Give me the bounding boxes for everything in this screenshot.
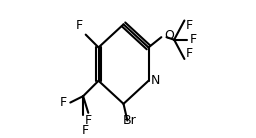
- Text: O: O: [164, 29, 174, 42]
- Text: F: F: [186, 47, 193, 60]
- Text: F: F: [85, 114, 92, 127]
- Text: N: N: [151, 74, 161, 87]
- Text: F: F: [76, 19, 83, 32]
- Text: Br: Br: [123, 114, 137, 127]
- Text: F: F: [189, 33, 197, 46]
- Text: F: F: [59, 96, 67, 109]
- Text: F: F: [186, 19, 193, 32]
- Text: F: F: [82, 124, 89, 137]
